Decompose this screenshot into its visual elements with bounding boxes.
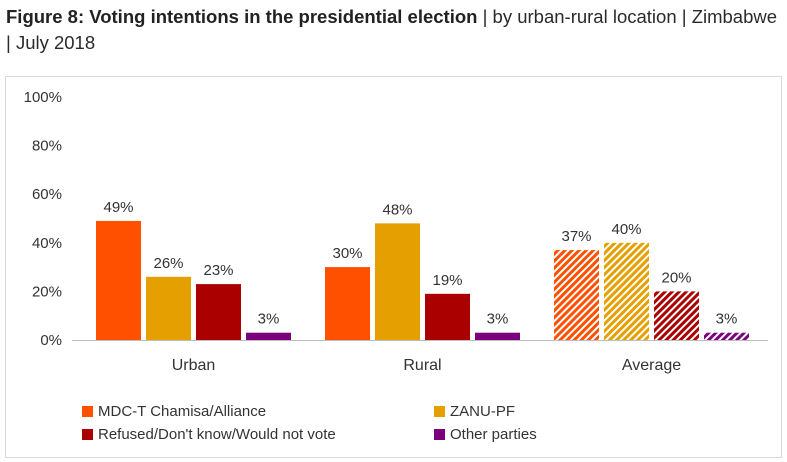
y-tick-label: 80% [32, 138, 62, 155]
data-label: 3% [487, 311, 509, 328]
bar-urban-2 [196, 284, 241, 340]
data-label: 23% [203, 262, 233, 279]
bar-rural-2 [425, 293, 470, 340]
data-label: 40% [611, 221, 641, 238]
legend-swatch [82, 429, 93, 440]
legend-swatch [434, 429, 445, 440]
y-tick-label: 40% [32, 235, 62, 252]
legend-swatch [82, 406, 93, 417]
data-label: 3% [716, 311, 738, 328]
data-label: 20% [661, 269, 691, 286]
figure-title-rest: | by urban-rural location | Zimbabwe | J… [6, 6, 778, 53]
x-category-label: Urban [172, 357, 216, 374]
bar-urban-3 [246, 332, 291, 340]
bar-urban-0 [96, 220, 141, 340]
bar-rural-1 [375, 223, 420, 340]
data-label: 26% [153, 255, 183, 272]
bar-urban-1 [146, 276, 191, 340]
figure-title-bold: Figure 8: Voting intentions in the presi… [6, 6, 478, 27]
legend-label: ZANU-PF [450, 403, 515, 420]
bar-rural-0 [325, 267, 370, 340]
bar-average-0 [554, 250, 599, 340]
data-label: 48% [382, 201, 412, 218]
legend-item: Other parties [434, 426, 537, 443]
x-category-label: Average [622, 357, 681, 374]
y-tick-label: 0% [40, 332, 62, 349]
x-category-label: Rural [403, 357, 441, 374]
data-label: 30% [332, 245, 362, 262]
legend-item: MDC-T Chamisa/Alliance [82, 403, 266, 420]
y-tick-label: 60% [32, 186, 62, 203]
legend-item: ZANU-PF [434, 403, 515, 420]
legend-label: Other parties [450, 426, 537, 443]
y-tick-label: 100% [24, 89, 62, 106]
legend-label: MDC-T Chamisa/Alliance [98, 403, 267, 420]
data-label: 49% [103, 199, 133, 216]
bar-rural-3 [475, 332, 520, 340]
legend-label: Refused/Don't know/Would not vote [98, 426, 336, 443]
y-tick-label: 20% [32, 283, 62, 300]
bar-average-3 [704, 332, 749, 340]
data-label: 3% [258, 311, 280, 328]
figure-title: Figure 8: Voting intentions in the presi… [6, 4, 781, 56]
legend-swatch [434, 406, 445, 417]
bar-average-1 [604, 242, 649, 340]
legend-item: Refused/Don't know/Would not vote [82, 426, 336, 443]
bar-average-2 [654, 291, 699, 340]
data-label: 37% [561, 228, 591, 245]
data-label: 19% [432, 272, 462, 289]
